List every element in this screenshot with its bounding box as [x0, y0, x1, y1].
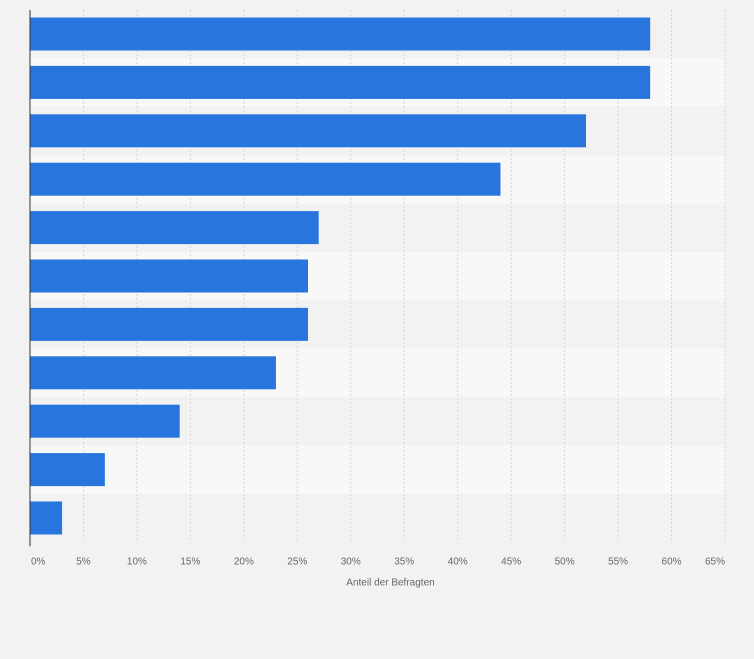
x-tick-label: 65%	[705, 556, 725, 567]
bar[interactable]	[30, 162, 501, 196]
x-tick-label: 55%	[608, 556, 628, 567]
x-tick-label: 25%	[287, 556, 307, 567]
bar[interactable]	[30, 65, 651, 99]
x-tick-label: 40%	[448, 556, 468, 567]
x-tick-label: 45%	[501, 556, 521, 567]
row-band	[30, 445, 725, 494]
x-tick-label: 60%	[662, 556, 682, 567]
x-tick-label: 10%	[127, 556, 147, 567]
x-tick-label: 50%	[555, 556, 575, 567]
x-tick-label: 20%	[234, 556, 254, 567]
x-tick-label: 5%	[76, 556, 91, 567]
bar[interactable]	[30, 17, 651, 51]
x-tick-label: 15%	[180, 556, 200, 567]
bar[interactable]	[30, 356, 276, 390]
bar[interactable]	[30, 501, 63, 535]
x-axis-title: Anteil der Befragten	[346, 577, 434, 588]
row-band	[30, 494, 725, 543]
bar[interactable]	[30, 259, 308, 293]
bars	[30, 17, 651, 535]
bar[interactable]	[30, 114, 586, 148]
bar[interactable]	[30, 211, 319, 245]
bar[interactable]	[30, 453, 105, 487]
x-tick-labels: 0% 5% 10% 15% 20% 25% 30% 35% 40% 45% 50% 55% 60% 65%	[31, 556, 725, 567]
x-tick-label: 0%	[31, 556, 46, 567]
bar[interactable]	[30, 404, 180, 438]
bar[interactable]	[30, 307, 308, 341]
x-tick-label: 30%	[341, 556, 361, 567]
x-tick-label: 35%	[394, 556, 414, 567]
